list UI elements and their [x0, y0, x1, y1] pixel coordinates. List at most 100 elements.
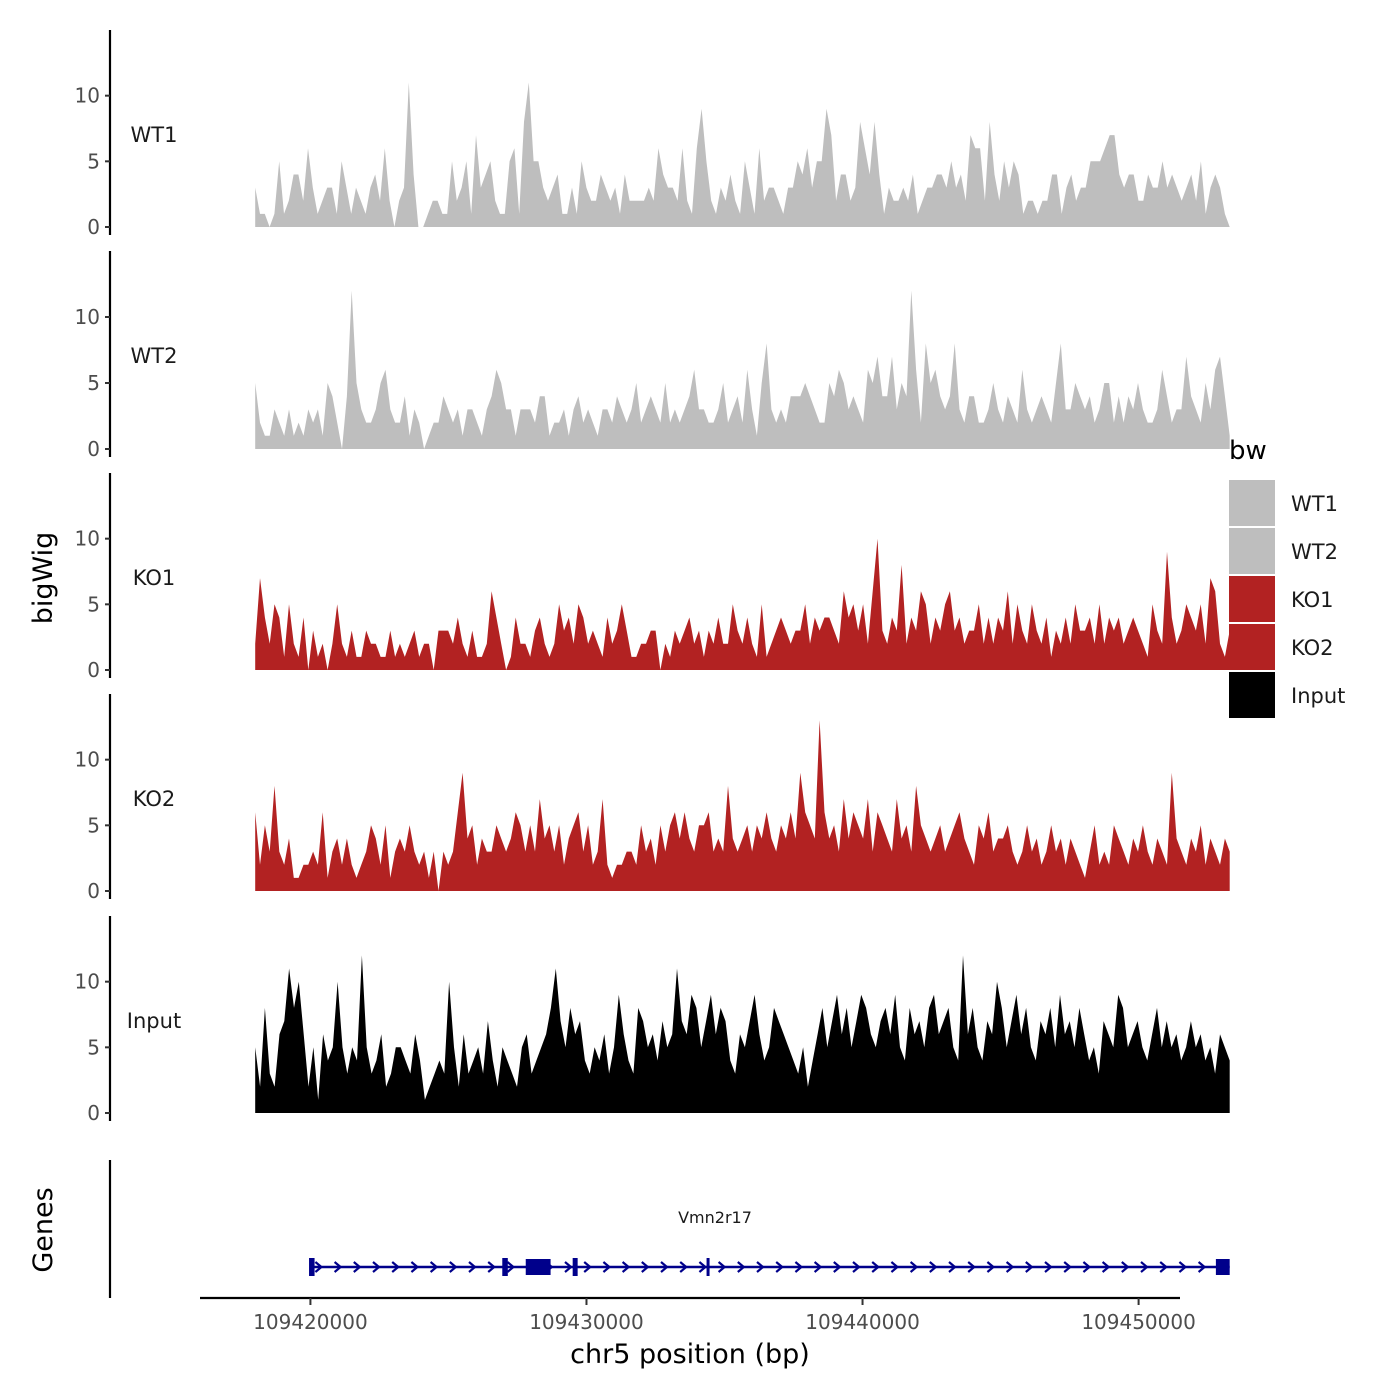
strand-arrow [391, 1261, 400, 1273]
gene-exon [706, 1258, 710, 1276]
x-axis-title: chr5 position (bp) [570, 1339, 810, 1370]
strand-arrow [737, 1261, 746, 1273]
strand-arrow [794, 1261, 804, 1273]
strand-arrow [506, 1261, 516, 1273]
legend-item-input: Input [1229, 672, 1345, 718]
gene-exon [572, 1258, 578, 1276]
strand-arrow [1178, 1261, 1188, 1273]
legend-swatch [1229, 624, 1275, 670]
y-tick-label: 10 [75, 970, 100, 994]
strand-arrow [948, 1261, 957, 1273]
legend-label: WT2 [1291, 540, 1338, 564]
legend-item-wt2: WT2 [1229, 528, 1338, 574]
strand-arrow [717, 1261, 727, 1273]
gene-exon [502, 1258, 508, 1276]
gene-exon [525, 1259, 551, 1275]
strand-arrow [909, 1261, 919, 1273]
strand-arrow [756, 1261, 765, 1273]
strand-arrow [890, 1261, 900, 1273]
strand-arrow [1159, 1261, 1168, 1273]
strand-arrow [967, 1261, 976, 1273]
track-wt1: 0 5 10 WT1 [75, 30, 1230, 239]
gene-track: Vmn2r17 [108, 1160, 1230, 1298]
strand-arrow [641, 1261, 650, 1273]
y-tick-label: 5 [87, 149, 100, 173]
strand-arrow [1101, 1261, 1111, 1273]
strand-arrow [429, 1261, 439, 1273]
strand-arrow [1044, 1261, 1053, 1273]
y-tick-label: 10 [75, 527, 100, 551]
track-label: KO2 [133, 787, 176, 811]
y-tick-label: 10 [75, 84, 100, 108]
strand-arrow [852, 1261, 861, 1273]
legend-label: KO1 [1291, 588, 1334, 612]
x-tick-label: 109430000 [529, 1310, 644, 1334]
signal-area-ko1 [255, 538, 1230, 670]
strand-arrow [468, 1261, 477, 1273]
strand-arrow [621, 1261, 631, 1273]
strand-arrow [314, 1261, 324, 1273]
strand-arrow [775, 1261, 784, 1273]
gene-track-title: Genes [28, 1187, 59, 1272]
y-axis-title: bigWig [28, 532, 59, 625]
strand-arrow [698, 1261, 708, 1273]
strand-arrow [1082, 1261, 1092, 1273]
legend: bw WT1 WT2 KO1 KO2 Input [1229, 436, 1345, 718]
track-label: WT1 [131, 123, 178, 147]
strand-arrow [583, 1261, 592, 1273]
x-tick-label: 109440000 [805, 1310, 920, 1334]
strand-arrow [660, 1261, 669, 1273]
strand-arrow [1063, 1261, 1072, 1273]
strand-arrow [679, 1261, 688, 1273]
y-tick-label: 5 [87, 371, 100, 395]
track-wt2: 0 5 10 WT2 [75, 251, 1230, 461]
y-tick-label: 10 [75, 748, 100, 772]
track-label: KO1 [133, 566, 176, 590]
signal-tracks: 0 5 10 WT1 0 5 10 WT2 0 5 10 KO1 0 5 10 KO2 0 5 10 Input [75, 30, 1230, 1125]
y-tick-label: 0 [87, 437, 100, 461]
strand-arrow [1025, 1261, 1034, 1273]
strand-arrow [564, 1261, 573, 1273]
strand-arrow [372, 1261, 381, 1273]
legend-title: bw [1229, 436, 1267, 466]
strand-arrow [333, 1261, 343, 1273]
track-input: 0 5 10 Input [75, 916, 1230, 1125]
legend-item-ko2: KO2 [1229, 624, 1334, 670]
y-tick-label: 0 [87, 215, 100, 239]
gene-exon [1215, 1259, 1230, 1275]
legend-item-ko1: KO1 [1229, 576, 1334, 622]
y-tick-label: 5 [87, 813, 100, 837]
track-label: Input [127, 1009, 181, 1033]
track-ko1: 0 5 10 KO1 [75, 473, 1230, 682]
track-label: WT2 [131, 344, 178, 368]
strand-arrow [449, 1261, 458, 1273]
strand-arrow [1140, 1261, 1149, 1273]
legend-swatch [1229, 672, 1275, 718]
legend-swatch [1229, 480, 1275, 526]
strand-arrow [833, 1261, 842, 1273]
signal-area-wt1 [255, 82, 1230, 227]
y-tick-label: 0 [87, 879, 100, 903]
y-tick-label: 5 [87, 592, 100, 616]
signal-area-wt2 [255, 290, 1230, 449]
strand-arrow [602, 1261, 612, 1273]
x-tick-label: 109420000 [253, 1310, 368, 1334]
y-tick-label: 0 [87, 658, 100, 682]
legend-label: WT1 [1291, 492, 1338, 516]
legend-swatch [1229, 528, 1275, 574]
legend-label: KO2 [1291, 636, 1334, 660]
strand-arrow [1121, 1261, 1130, 1273]
y-tick-label: 10 [75, 305, 100, 329]
strand-arrow [871, 1261, 880, 1273]
strand-arrow [410, 1261, 420, 1273]
legend-swatch [1229, 576, 1275, 622]
strand-arrow [986, 1261, 996, 1273]
gene-exon [309, 1258, 315, 1276]
strand-arrow [353, 1261, 362, 1273]
signal-area-input [255, 955, 1230, 1113]
signal-area-ko2 [255, 720, 1230, 891]
strand-arrow [1005, 1261, 1015, 1273]
strand-arrow [487, 1261, 496, 1273]
y-tick-label: 0 [87, 1101, 100, 1125]
y-tick-label: 5 [87, 1035, 100, 1059]
